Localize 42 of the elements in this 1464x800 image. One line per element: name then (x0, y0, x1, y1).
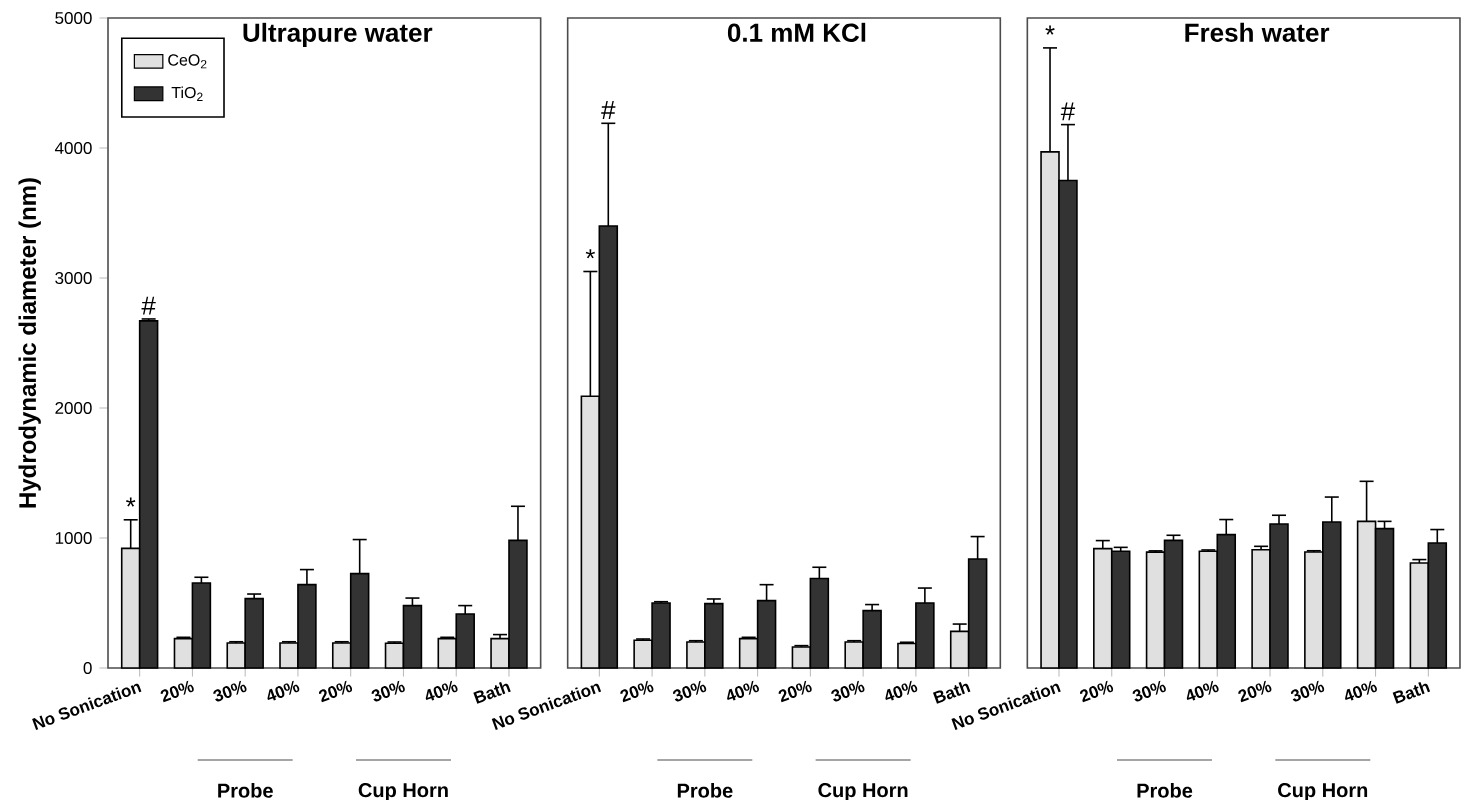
text: Probe (1137, 783, 1193, 798)
annotation: * (126, 497, 136, 507)
x-tick-label: Bath (1392, 681, 1431, 704)
annotation: # (1060, 102, 1076, 121)
x-tick-label: 40% (885, 680, 918, 701)
x-tick-label: 30% (213, 680, 247, 702)
text: Probe (677, 783, 733, 798)
x-tick-label: 30% (831, 680, 865, 702)
legend-label: TiO$_{2}$ (171, 86, 203, 101)
y-tick-label: 5000 (55, 12, 92, 25)
chart-title: Fresh water (1185, 22, 1330, 42)
x-tick-label: 20% (160, 680, 194, 703)
chart-title: Ultrapure water (243, 22, 433, 48)
y-tick-label: 0 (83, 662, 92, 675)
x-tick-label: 40% (1345, 680, 1377, 701)
annotation: * (1045, 25, 1055, 35)
y-tick-label: 3000 (55, 272, 92, 285)
x-tick-label: 20% (620, 680, 654, 703)
chart-title: 0.1 mM KCl (727, 22, 866, 42)
x-tick-label: 30% (1132, 680, 1166, 702)
x-tick-label: 20% (1238, 680, 1272, 703)
x-tick-label: 20% (1080, 680, 1114, 703)
x-tick-label: 40% (267, 680, 300, 701)
x-tick-label: 20% (318, 680, 353, 703)
y-tick-label: 4000 (54, 142, 92, 155)
x-tick-label: 30% (1290, 680, 1325, 702)
x-tick-label: 40% (727, 680, 759, 701)
legend-label: CeO$_{2}$ (168, 54, 207, 69)
annotation: # (141, 296, 156, 315)
x-tick-label: Bath (473, 681, 511, 704)
x-tick-label: 40% (425, 680, 458, 701)
text: Probe (218, 783, 273, 798)
y-tick-label: 2000 (55, 402, 92, 415)
y-tick-label: 1000 (55, 532, 92, 545)
x-tick-label: 40% (1186, 680, 1219, 701)
x-tick-label: 30% (672, 680, 707, 702)
x-tick-label: Bath (932, 681, 971, 704)
x-tick-label: 20% (778, 680, 812, 703)
x-tick-label: 30% (371, 680, 405, 702)
annotation: # (601, 101, 616, 119)
y-axis-title: Hydrodynamic diameter (nm) (18, 178, 41, 508)
annotation: * (585, 249, 596, 259)
